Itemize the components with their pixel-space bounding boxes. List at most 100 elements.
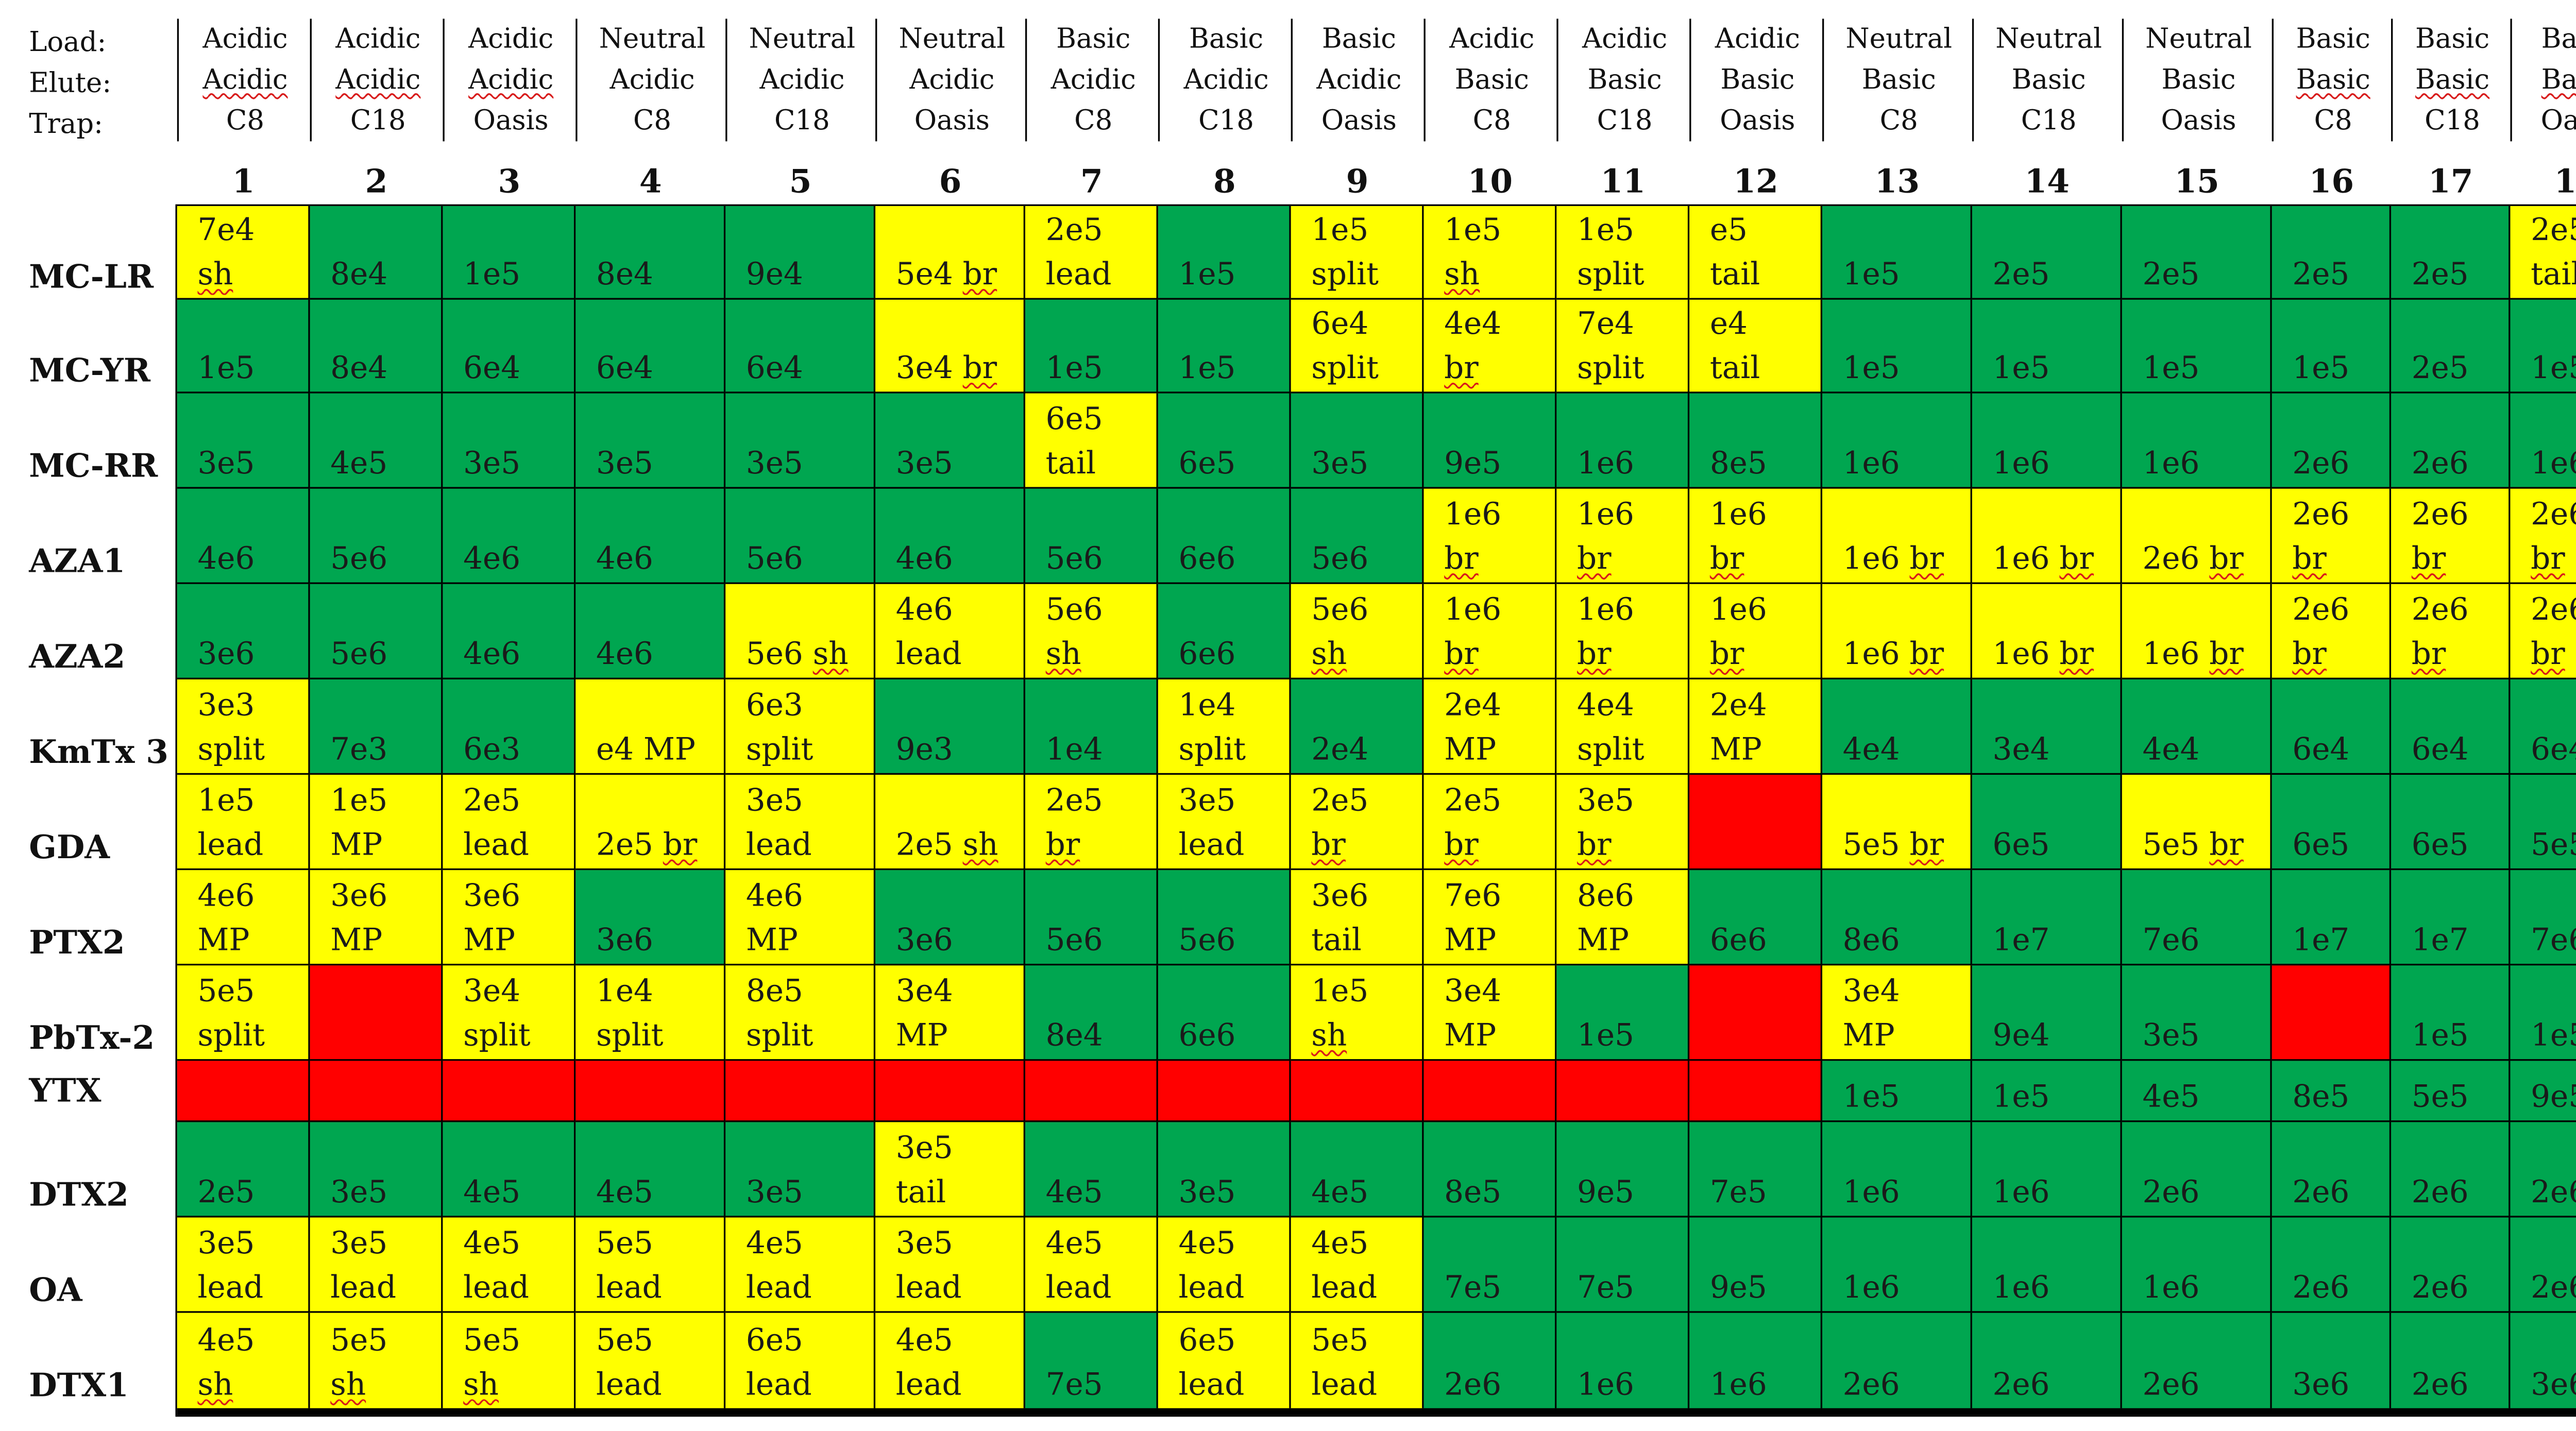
cell-value: 1e5	[1444, 213, 1502, 249]
cell-note: sh	[330, 1364, 441, 1408]
condition-trap: C18	[2393, 100, 2512, 141]
table-cell: 2e5 br	[575, 775, 726, 871]
cell-note-text: br	[1444, 637, 1479, 673]
table-cell: 2e6 br	[2272, 488, 2392, 584]
cell-value: 1e6	[1992, 446, 2050, 482]
table-cell: 1e5	[2122, 299, 2272, 394]
condition-trap: C18	[1558, 100, 1691, 141]
cell-value: 7e6	[2142, 923, 2200, 959]
cell-value: 3e4	[1992, 732, 2050, 768]
cell-value: 6e4	[2531, 732, 2576, 768]
cell-value: 1e5	[1992, 350, 2050, 387]
cell-note: sh	[1311, 634, 1422, 678]
cell-note: lead	[896, 1267, 1024, 1311]
column-number: 10	[1467, 163, 1513, 201]
table-cell: 1e6	[1972, 1122, 2122, 1218]
condition-trap-text: C8	[1472, 104, 1511, 137]
cell-note-text: split	[1577, 257, 1645, 293]
cell-note-text: lead	[745, 827, 812, 863]
cell-note-text: br	[1709, 637, 1744, 673]
cell-note: lead	[197, 1267, 308, 1311]
cell-value: 2e6	[1842, 1367, 1900, 1403]
table-cell: 2e6	[2510, 1122, 2576, 1218]
table-cell: 3e4 MP	[1423, 965, 1557, 1061]
cell-value: 8e6	[1842, 923, 1900, 959]
table-cell: 7e5	[1423, 1217, 1557, 1313]
cell-value: 3e5	[895, 1130, 953, 1167]
cell-value: 2e5	[2411, 257, 2469, 293]
table-cell: 3e5 tail	[875, 1122, 1025, 1218]
table-cell: 3e5	[725, 1122, 876, 1218]
cell-value: 3e6	[1311, 878, 1369, 915]
condition-elute: Acidic	[1160, 60, 1293, 100]
cell-value: 3e6	[330, 878, 388, 915]
cell-note-text: sh	[1444, 257, 1480, 293]
condition-column: Acidic Acidic Oasis	[443, 19, 578, 142]
cell-value: 5e6	[1178, 923, 1236, 959]
cell-value: 7e5	[1444, 1270, 1502, 1306]
table-cell: 2e6	[2391, 1313, 2511, 1408]
cell-note-text: sh	[1045, 637, 1081, 673]
cell-value: 1e5	[1045, 350, 1103, 387]
cell-note-text: lead	[330, 1270, 397, 1306]
condition-load-text: Acidic	[1449, 22, 1535, 55]
cell-note-text: br	[2411, 637, 2446, 673]
table-cell	[1556, 1061, 1690, 1122]
cell-value-flag: br	[2209, 827, 2244, 863]
condition-elute: Acidic	[445, 60, 578, 100]
table-cell: 4e6 MP	[177, 870, 310, 966]
column-number: 13	[1874, 163, 1920, 201]
table-cell: 8e6 MP	[1556, 870, 1690, 966]
table-cell: 1e5	[1158, 206, 1291, 300]
row-label: YTX	[29, 1072, 101, 1111]
cell-value: 1e6	[2531, 446, 2576, 482]
column-number: 18	[2554, 163, 2576, 201]
table-cell: 1e5	[1158, 299, 1291, 394]
cell-value: 7e5	[1709, 1174, 1767, 1211]
condition-elute: Basic	[1558, 60, 1691, 100]
condition-elute: Basic	[1824, 60, 1974, 100]
condition-elute-text: Acidic	[468, 63, 554, 96]
condition-load: Neutral	[727, 19, 877, 59]
cell-note-text: sh	[330, 1367, 366, 1403]
table-cell: 1e5 split	[1291, 206, 1424, 300]
cell-note: sh	[1444, 254, 1555, 298]
cell-value: 4e4	[1444, 306, 1502, 343]
condition-elute-text: Acidic	[909, 63, 995, 96]
table-cell: 7e6	[2122, 870, 2272, 966]
condition-load-text: Basic	[1321, 22, 1396, 55]
condition-load: Basic	[1027, 19, 1160, 59]
condition-column: Basic Basic C18	[2391, 19, 2512, 142]
table-cell: 8e5	[2272, 1061, 2392, 1122]
table-cell: 1e5	[1822, 206, 1972, 300]
table-cell: 2e6	[2391, 1122, 2511, 1218]
cell-value-number: 1e6	[1842, 541, 1910, 577]
cell-note: tail	[1710, 254, 1821, 298]
condition-load-text: Basic	[2541, 22, 2576, 55]
cell-value: 3e5	[1178, 783, 1236, 819]
table-cell: 4e5 lead	[1291, 1217, 1424, 1313]
table-cell: 1e6	[1822, 1217, 1972, 1313]
table-cell: 1e6 br	[1423, 488, 1557, 584]
table-cell: 2e6	[2391, 393, 2511, 489]
cell-value-flag: br	[962, 257, 997, 293]
row-label: AZA1	[29, 543, 126, 581]
table-cell: 6e5 tail	[1025, 393, 1158, 489]
condition-elute: Acidic	[578, 60, 727, 100]
cell-value: 2e6	[2531, 1174, 2576, 1211]
cell-note-text: sh	[197, 257, 233, 293]
table-cell: 2e5 lead	[443, 775, 576, 871]
condition-elute: Basic	[1691, 60, 1824, 100]
table-cell: 6e5	[1158, 393, 1291, 489]
cell-note: tail	[1046, 442, 1157, 487]
cell-value: 1e6 br	[1993, 538, 2121, 583]
column-number: 9	[1346, 163, 1369, 201]
table-cell: 1e5	[2391, 965, 2511, 1061]
table-cell: 7e6 MP	[1423, 870, 1557, 966]
condition-load: Acidic	[312, 19, 445, 59]
condition-elute: Acidic	[1293, 60, 1426, 100]
condition-elute-text: Basic	[2296, 63, 2370, 96]
table-cell: 2e6	[2272, 1217, 2392, 1313]
condition-column: Acidic Basic C18	[1556, 19, 1691, 142]
table-cell: 1e5	[1025, 299, 1158, 394]
